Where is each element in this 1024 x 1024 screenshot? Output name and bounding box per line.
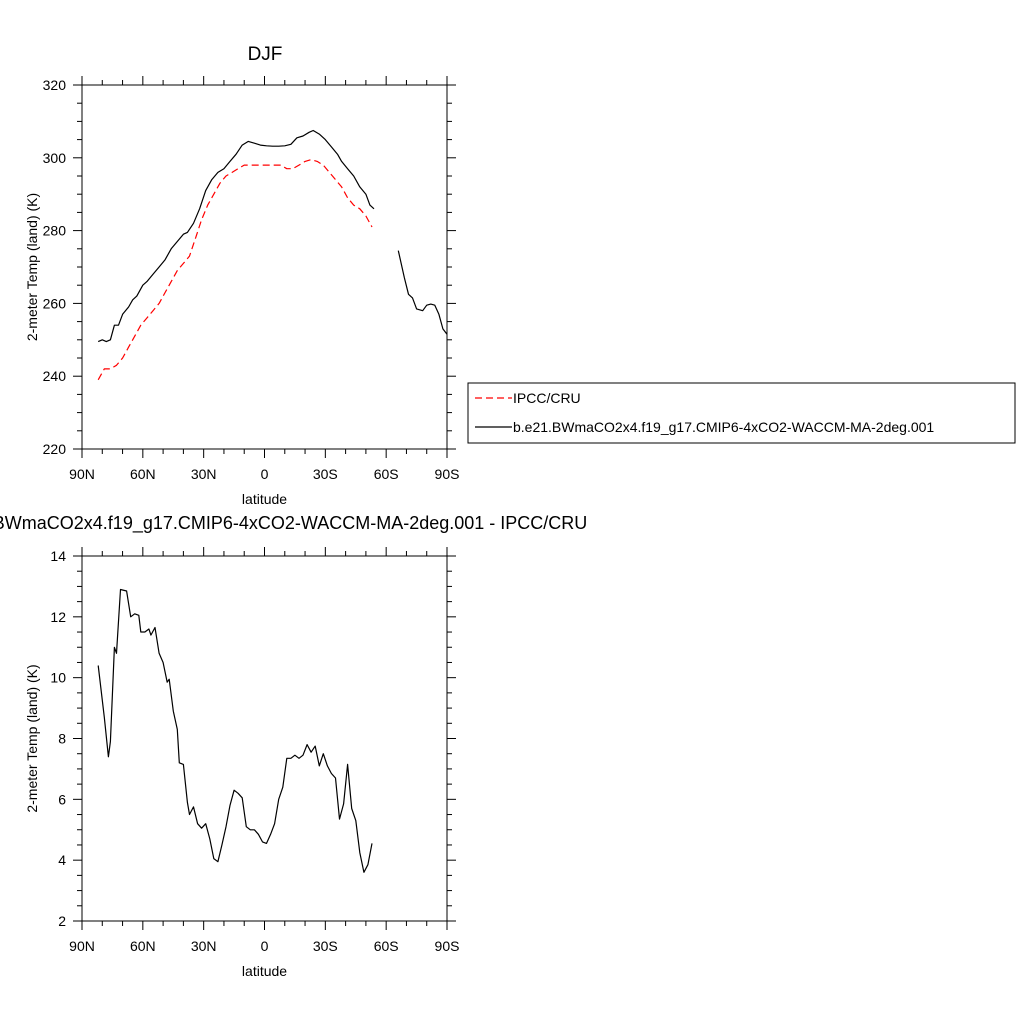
y-tick-label: 260 bbox=[43, 295, 67, 311]
x-tick-label: 90N bbox=[69, 466, 95, 482]
x-tick-label: 90S bbox=[435, 938, 460, 954]
x-tick-label: 0 bbox=[261, 938, 269, 954]
y-tick-label: 8 bbox=[58, 731, 66, 747]
x-axis-label: latitude bbox=[242, 963, 287, 979]
chart-title: DJF bbox=[248, 44, 283, 65]
x-tick-label: 60N bbox=[130, 466, 156, 482]
y-axis-label: 2-meter Temp (land) (K) bbox=[24, 193, 40, 341]
y-tick-label: 300 bbox=[43, 150, 67, 166]
x-tick-label: 30S bbox=[313, 938, 338, 954]
y-tick-label: 220 bbox=[43, 441, 67, 457]
difference-chart: b.e21.BWmaCO2x4.f19_g17.CMIP6-4xCO2-WACC… bbox=[0, 513, 587, 979]
legend-entry-1: IPCC/CRU bbox=[513, 390, 581, 406]
series-line-1 bbox=[97, 588, 373, 873]
y-tick-label: 280 bbox=[43, 223, 67, 239]
series-line-2 bbox=[97, 129, 448, 343]
y-tick-label: 10 bbox=[50, 670, 66, 686]
series-line-1 bbox=[97, 159, 373, 381]
y-tick-label: 6 bbox=[58, 791, 66, 807]
x-axis-label: latitude bbox=[242, 491, 287, 507]
legend-entry-2: b.e21.BWmaCO2x4.f19_g17.CMIP6-4xCO2-WACC… bbox=[513, 419, 934, 435]
x-tick-label: 60N bbox=[130, 938, 156, 954]
plot-frame bbox=[81, 84, 448, 450]
y-tick-label: 12 bbox=[50, 609, 66, 625]
x-tick-label: 60S bbox=[374, 938, 399, 954]
y-tick-label: 14 bbox=[50, 548, 66, 564]
x-tick-label: 30N bbox=[191, 938, 217, 954]
legend: IPCC/CRU b.e21.BWmaCO2x4.f19_g17.CMIP6-4x… bbox=[467, 382, 1016, 444]
y-tick-label: 320 bbox=[43, 77, 67, 93]
x-tick-label: 60S bbox=[374, 466, 399, 482]
y-axis-label: 2-meter Temp (land) (K) bbox=[24, 664, 40, 812]
x-tick-label: 30S bbox=[313, 466, 338, 482]
djf-temperature-chart: DJF 220 240 260 280 300 320 90N 60N 30N 0 30S 60S 90S… bbox=[24, 44, 459, 507]
y-tick-label: 240 bbox=[43, 368, 67, 384]
plot-frame bbox=[81, 555, 448, 922]
x-tick-label: 90S bbox=[435, 466, 460, 482]
x-tick-label: 30N bbox=[191, 466, 217, 482]
chart-title: b.e21.BWmaCO2x4.f19_g17.CMIP6-4xCO2-WACC… bbox=[0, 513, 587, 534]
legend-box bbox=[467, 382, 1016, 444]
y-tick-label: 2 bbox=[58, 913, 66, 929]
x-tick-label: 90N bbox=[69, 938, 95, 954]
y-tick-label: 4 bbox=[58, 852, 66, 868]
x-tick-label: 0 bbox=[261, 466, 269, 482]
